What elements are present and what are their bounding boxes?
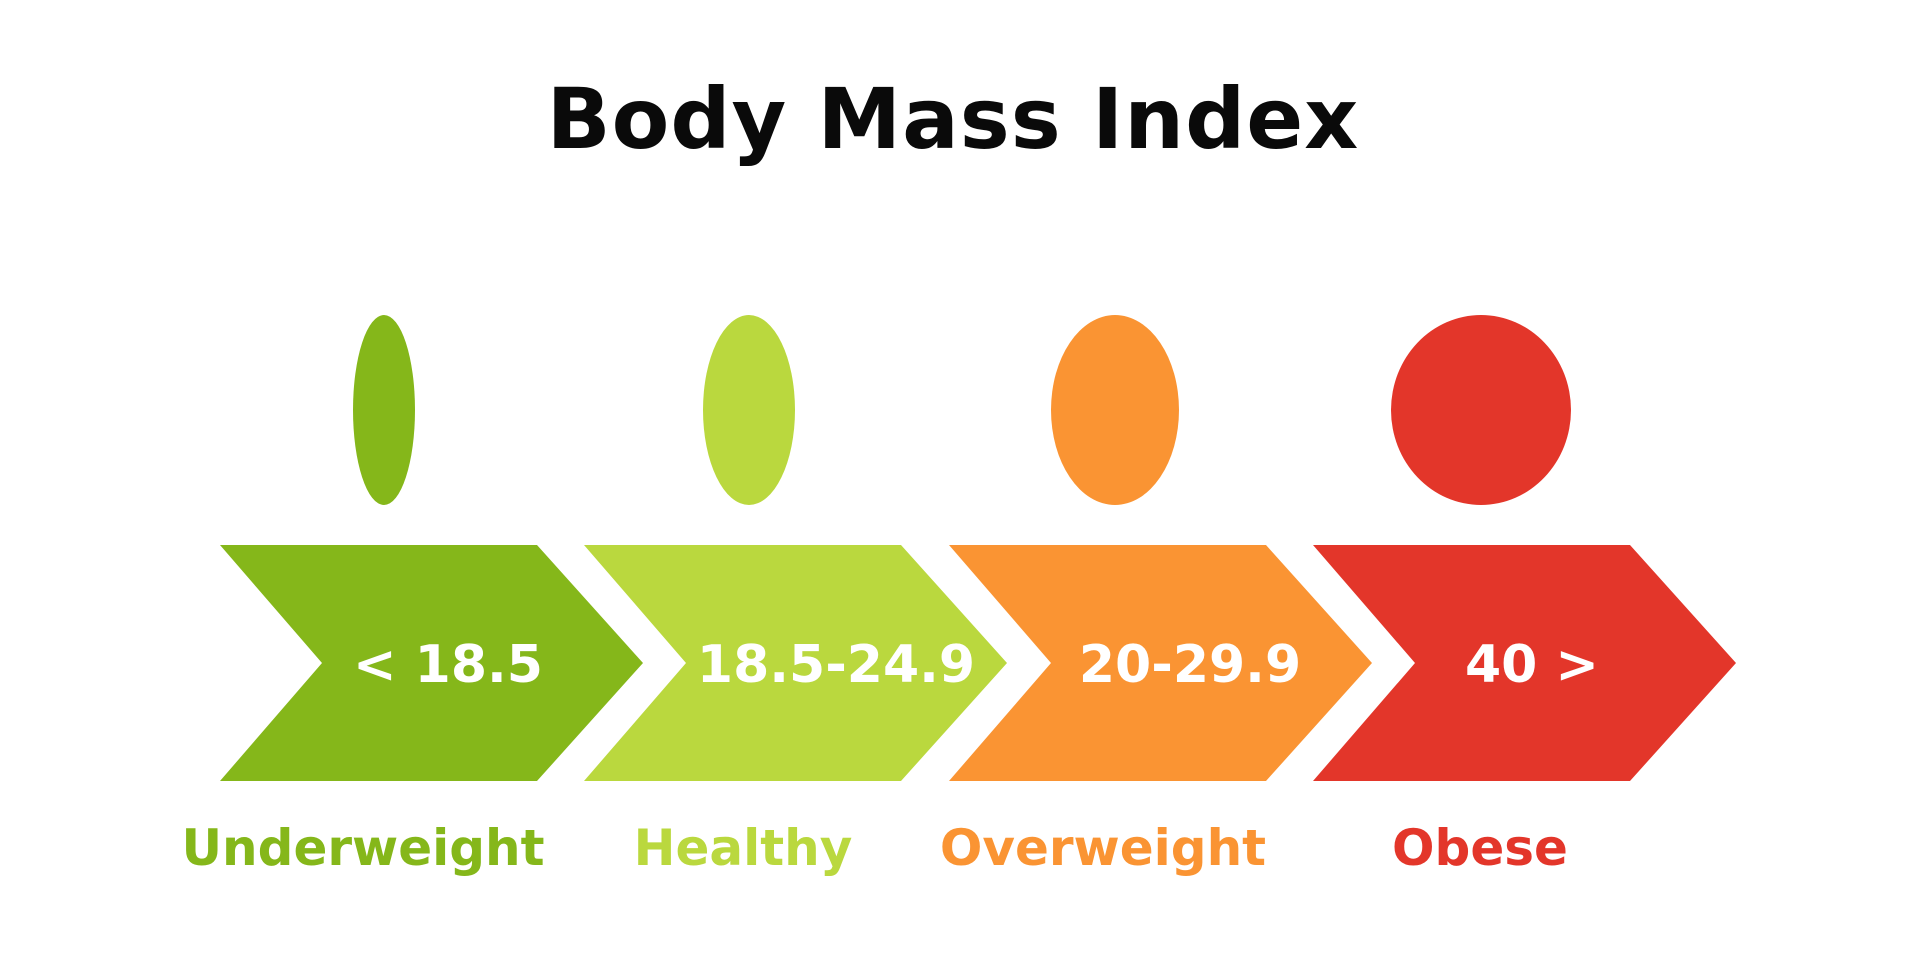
category-label-obese: Obese xyxy=(1392,819,1568,877)
head-icon-underweight xyxy=(353,315,415,505)
page-title: Body Mass Index xyxy=(546,70,1360,168)
range-label-healthy: 18.5-24.9 xyxy=(697,635,975,695)
arrow-chevron-healthy xyxy=(584,545,1007,781)
head-icon-obese xyxy=(1391,315,1571,505)
bmi-category-healthy: 18.5-24.9 Healthy xyxy=(584,315,1007,877)
range-label-obese: 40 > xyxy=(1465,635,1599,695)
bmi-category-underweight: < 18.5 Underweight xyxy=(181,315,643,877)
arrow-chevron-overweight xyxy=(949,545,1372,781)
head-icon-overweight xyxy=(1051,315,1179,505)
arrow-chevron-underweight xyxy=(220,545,643,781)
category-label-underweight: Underweight xyxy=(181,819,544,877)
category-label-healthy: Healthy xyxy=(634,819,853,877)
category-label-overweight: Overweight xyxy=(940,819,1266,877)
range-label-overweight: 20-29.9 xyxy=(1079,635,1301,695)
bmi-category-obese: 40 > Obese xyxy=(1313,315,1736,877)
head-icon-healthy xyxy=(703,315,795,505)
bmi-category-overweight: 20-29.9 Overweight xyxy=(940,315,1372,877)
arrow-chevron-obese xyxy=(1313,545,1736,781)
range-label-underweight: < 18.5 xyxy=(353,635,543,695)
